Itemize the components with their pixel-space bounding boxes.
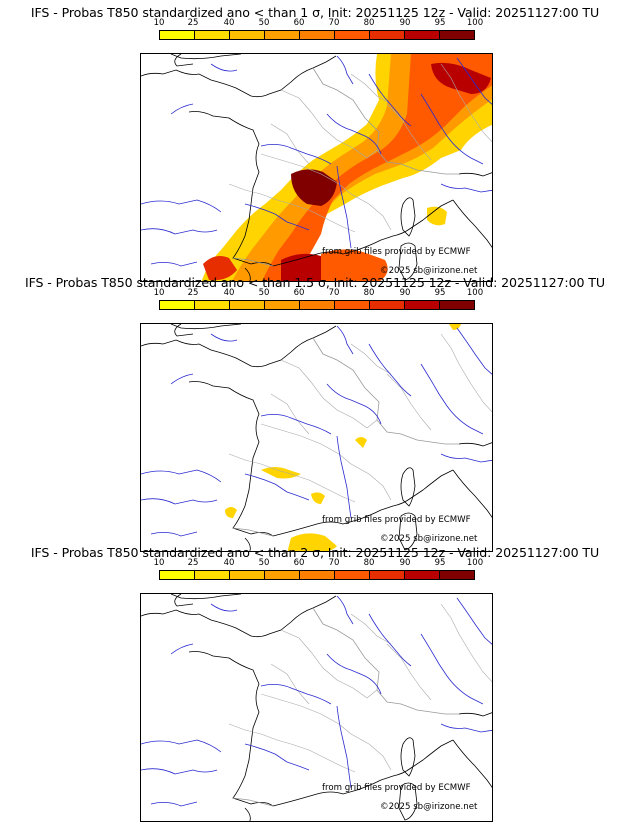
colorbar-tick: 95	[434, 18, 446, 28]
source-credit: from grib files provided by ECMWF	[322, 247, 471, 257]
colorbar-swatch	[230, 571, 265, 579]
colorbar-swatch	[335, 571, 370, 579]
colorbar-swatch	[405, 301, 440, 309]
colorbar-tick: 60	[293, 18, 305, 28]
colorbar-swatch	[370, 301, 405, 309]
panel-title: IFS - Probas T850 standardized ano < tha…	[24, 275, 606, 290]
colorbar-tick: 100	[466, 18, 484, 28]
probability-map	[140, 593, 493, 822]
colorbar-tick: 100	[466, 288, 484, 298]
colorbar-swatch	[405, 571, 440, 579]
colorbar	[159, 30, 475, 40]
colorbar-swatch	[195, 301, 230, 309]
panel-title: IFS - Probas T850 standardized ano < tha…	[30, 5, 600, 20]
colorbar-swatch	[160, 31, 195, 39]
probability-map	[140, 53, 493, 282]
colorbar-swatch	[195, 571, 230, 579]
copyright: ©2025 sb@irizone.net	[380, 534, 478, 544]
colorbar-tick: 10	[153, 558, 165, 568]
colorbar-swatch	[370, 31, 405, 39]
colorbar-tick: 50	[258, 558, 270, 568]
colorbar-tick: 40	[223, 288, 235, 298]
colorbar	[159, 570, 475, 580]
colorbar-tick: 70	[328, 18, 340, 28]
colorbar-tick: 60	[293, 288, 305, 298]
colorbar-swatch	[230, 31, 265, 39]
colorbar-labels: 10 25 40 50 60 70 80 90 95 100	[152, 18, 492, 28]
source-credit: from grib files provided by ECMWF	[322, 783, 471, 793]
colorbar-tick: 10	[153, 18, 165, 28]
colorbar-tick: 80	[363, 288, 375, 298]
colorbar-swatch	[265, 301, 300, 309]
colorbar-swatch	[440, 571, 474, 579]
colorbar-tick: 95	[434, 288, 446, 298]
colorbar	[159, 300, 475, 310]
colorbar-tick: 70	[328, 558, 340, 568]
colorbar-tick: 90	[399, 558, 411, 568]
colorbar-swatch	[265, 31, 300, 39]
copyright: ©2025 sb@irizone.net	[380, 802, 478, 812]
colorbar-tick: 70	[328, 288, 340, 298]
colorbar-labels: 10 25 40 50 60 70 80 90 95 100	[152, 288, 492, 298]
colorbar-tick: 90	[399, 288, 411, 298]
colorbar-swatch	[335, 301, 370, 309]
colorbar-swatch	[160, 571, 195, 579]
colorbar-swatch	[300, 301, 335, 309]
colorbar-tick: 25	[187, 288, 199, 298]
probability-map	[140, 323, 493, 552]
colorbar-swatch	[230, 301, 265, 309]
colorbar-labels: 10 25 40 50 60 70 80 90 95 100	[152, 558, 492, 568]
colorbar-tick: 100	[466, 558, 484, 568]
colorbar-swatch	[370, 571, 405, 579]
colorbar-tick: 80	[363, 18, 375, 28]
colorbar-swatch	[440, 301, 474, 309]
colorbar-tick: 50	[258, 288, 270, 298]
source-credit: from grib files provided by ECMWF	[322, 515, 471, 525]
panel-2: IFS - Probas T850 standardized ano < tha…	[0, 275, 630, 552]
colorbar-tick: 60	[293, 558, 305, 568]
panel-3: IFS - Probas T850 standardized ano < tha…	[0, 545, 630, 822]
colorbar-tick: 40	[223, 18, 235, 28]
panel-title: IFS - Probas T850 standardized ano < tha…	[30, 545, 600, 560]
colorbar-tick: 80	[363, 558, 375, 568]
colorbar-tick: 50	[258, 18, 270, 28]
colorbar-swatch	[440, 31, 474, 39]
colorbar-tick: 90	[399, 18, 411, 28]
copyright: ©2025 sb@irizone.net	[380, 266, 478, 276]
colorbar-tick: 25	[187, 558, 199, 568]
panel-1: IFS - Probas T850 standardized ano < tha…	[0, 5, 630, 282]
colorbar-swatch	[405, 31, 440, 39]
colorbar-swatch	[300, 571, 335, 579]
colorbar-tick: 25	[187, 18, 199, 28]
colorbar-swatch	[195, 31, 230, 39]
colorbar-swatch	[335, 31, 370, 39]
colorbar-swatch	[265, 571, 300, 579]
colorbar-swatch	[160, 301, 195, 309]
colorbar-tick: 40	[223, 558, 235, 568]
colorbar-swatch	[300, 31, 335, 39]
colorbar-tick: 10	[153, 288, 165, 298]
colorbar-tick: 95	[434, 558, 446, 568]
